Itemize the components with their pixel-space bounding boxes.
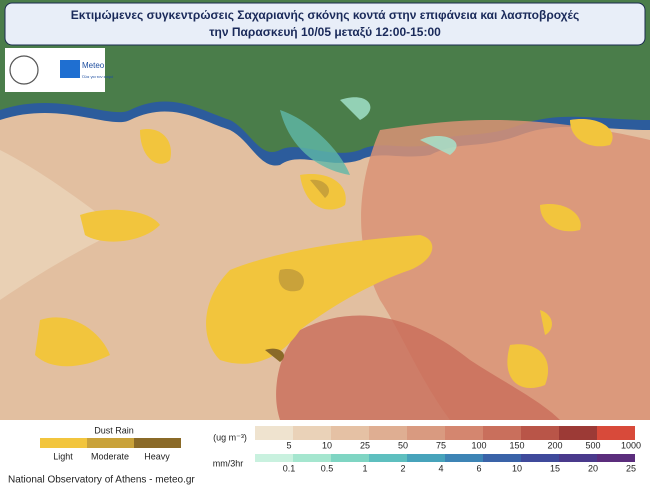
- dust-field-west: [0, 150, 120, 300]
- concentration-tick-label: 100: [471, 440, 486, 450]
- header-box: [4, 2, 646, 46]
- concentration-swatch: [521, 426, 559, 440]
- concentration-tick-label: 500: [585, 440, 600, 450]
- dust-rain-moderate: [278, 179, 330, 292]
- concentration-swatch: [293, 426, 331, 440]
- meteo-icon: [60, 60, 80, 78]
- dust-rain-label: Heavy: [144, 451, 170, 461]
- rain-tick-label: 0.5: [321, 463, 334, 473]
- concentration-swatch: [483, 426, 521, 440]
- concentration-swatch: [369, 426, 407, 440]
- concentration-swatch: [445, 426, 483, 440]
- rain-swatch: [255, 454, 293, 462]
- rain-area: [280, 110, 350, 175]
- rain-swatch: [407, 454, 445, 462]
- rain-swatch: [559, 454, 597, 462]
- rain-swatch: [445, 454, 483, 462]
- dust-rain-label: Light: [53, 451, 73, 461]
- dust-rain-swatch: [40, 438, 87, 448]
- dust-rain: [35, 119, 613, 389]
- dust-rain-swatch: [87, 438, 134, 448]
- rain-swatch: [331, 454, 369, 462]
- dust-rain-heavy: [265, 348, 285, 362]
- dust-rain-label: Moderate: [91, 451, 129, 461]
- concentration-swatch: [559, 426, 597, 440]
- rain-tick-label: 1: [362, 463, 367, 473]
- observatory-seal: [9, 55, 39, 85]
- meteo-brand: Meteo: [82, 61, 105, 70]
- title-line: Εκτιμώμενες συγκεντρώσεις Σαχαριανής σκό…: [71, 8, 579, 22]
- logo-box: [5, 48, 105, 92]
- rain-tick-label: 15: [550, 463, 560, 473]
- meteo-tagline: Όλα για τον καιρό: [81, 74, 114, 79]
- rain-tick-label: 10: [512, 463, 522, 473]
- concentration-swatch: [331, 426, 369, 440]
- rain-tick-label: 6: [476, 463, 481, 473]
- concentration-tick-label: 75: [436, 440, 446, 450]
- rain-swatch: [597, 454, 635, 462]
- title-line: την Παρασκευή 10/05 μεταξύ 12:00-15:00: [209, 25, 441, 39]
- concentration-tick-label: 25: [360, 440, 370, 450]
- concentration-swatch: [255, 426, 293, 440]
- rain-tick-label: 0.1: [283, 463, 296, 473]
- rain-tick-label: 2: [400, 463, 405, 473]
- concentration-tick-label: 50: [398, 440, 408, 450]
- concentration-units: (ug m⁻³): [213, 432, 247, 442]
- rain-swatch: [521, 454, 559, 462]
- rain-units: mm/3hr: [213, 458, 244, 468]
- concentration-tick-label: 1000: [621, 440, 641, 450]
- rain-swatch: [369, 454, 407, 462]
- rain-tick-label: 25: [626, 463, 636, 473]
- concentration-swatch: [597, 426, 635, 440]
- dust-rain-title: Dust Rain: [94, 425, 134, 435]
- rain-tick-label: 4: [438, 463, 443, 473]
- map: [0, 0, 650, 421]
- rain-swatch: [483, 454, 521, 462]
- footer: National Observatory of Athens - meteo.g…: [8, 475, 195, 486]
- concentration-tick-label: 5: [286, 440, 291, 450]
- dust-field-south: [276, 315, 560, 420]
- concentration-tick-label: 10: [322, 440, 332, 450]
- concentration-tick-label: 150: [509, 440, 524, 450]
- rain-area: [340, 97, 457, 155]
- rain-tick-label: 20: [588, 463, 598, 473]
- concentration-tick-label: 200: [547, 440, 562, 450]
- rain-swatch: [293, 454, 331, 462]
- concentration-swatch: [407, 426, 445, 440]
- dust-rain-swatch: [134, 438, 181, 448]
